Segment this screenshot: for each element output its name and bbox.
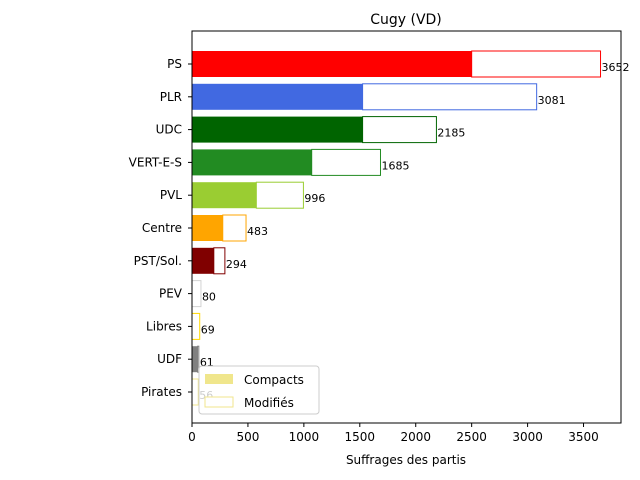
x-tick-label-2500: 2500 <box>456 430 487 444</box>
value-labels-layer: 365230812185168599648329480696156 <box>199 61 629 402</box>
category-label-plr: PLR <box>160 90 182 104</box>
x-axis-ticks: 0 500 1000 1500 2000 2500 3000 3500 <box>188 423 599 444</box>
value-label-pst-sol: 294 <box>226 258 247 271</box>
x-tick-label-0: 0 <box>188 430 196 444</box>
bar-modifies-pev <box>191 280 202 308</box>
value-label-pev: 80 <box>202 291 216 304</box>
category-label-vert-e-s: VERT-E-S <box>129 155 182 169</box>
legend-swatch-compacts <box>205 374 233 384</box>
bar-compacts-ps <box>192 51 472 77</box>
bar-modifies-pvl <box>255 181 304 209</box>
legend-label-compacts: Compacts <box>244 373 304 387</box>
category-label-pvl: PVL <box>160 188 182 202</box>
value-label-libres: 69 <box>201 323 215 336</box>
plot-frame <box>191 30 622 424</box>
x-tick-label-3000: 3000 <box>512 430 543 444</box>
x-axis-label: Suffrages des partis <box>346 453 466 467</box>
bar-modifies-plr <box>362 83 538 111</box>
x-tick-label-3500: 3500 <box>568 430 599 444</box>
bar-compacts-pst-sol <box>192 247 214 274</box>
category-label-pst-sol: PST/Sol. <box>134 254 182 268</box>
x-tick-label-2000: 2000 <box>400 430 431 444</box>
value-label-plr: 3081 <box>538 94 566 107</box>
value-label-centre: 483 <box>247 225 268 238</box>
bar-compacts-plr <box>192 83 363 110</box>
category-label-libres: Libres <box>146 319 182 333</box>
bar-compacts-udc <box>192 116 363 143</box>
chart-title: Cugy (VD) <box>370 12 442 28</box>
category-label-udc: UDC <box>156 123 182 137</box>
category-label-udf: UDF <box>157 352 182 366</box>
category-labels-layer: PS PLR UDC VERT-E-S PVL Centre PST/Sol. PEV Libr… <box>129 57 192 399</box>
bar-compacts-pvl <box>192 182 257 209</box>
bars-layer <box>191 50 602 406</box>
x-tick-label-1000: 1000 <box>289 430 320 444</box>
value-label-udc: 2185 <box>437 127 465 140</box>
bar-modifies-udc <box>362 116 437 144</box>
bar-modifies-pst-sol <box>213 247 226 275</box>
category-label-pirates: Pirates <box>141 385 182 399</box>
bar-modifies-vert-e-s <box>311 148 381 176</box>
bar-compacts-centre <box>192 215 223 241</box>
x-tick-label-500: 500 <box>236 430 259 444</box>
category-label-ps: PS <box>167 57 182 71</box>
bar-modifies-ps <box>471 50 602 78</box>
category-label-pev: PEV <box>159 287 183 301</box>
bar-modifies-pirates <box>191 378 199 406</box>
bar-modifies-centre <box>222 214 247 242</box>
x-tick-label-1500: 1500 <box>345 430 376 444</box>
legend-swatch-modifies <box>204 396 234 408</box>
bar-compacts-vert-e-s <box>192 149 312 176</box>
value-label-vert-e-s: 1685 <box>381 159 409 172</box>
legend: Compacts Modifiés <box>198 365 320 415</box>
value-label-ps: 3652 <box>602 61 630 74</box>
category-label-centre: Centre <box>142 221 182 235</box>
value-label-pvl: 996 <box>304 192 325 205</box>
legend-label-modifies: Modifiés <box>244 396 294 410</box>
bar-compacts-udf <box>192 346 198 373</box>
bar-modifies-libres <box>191 312 201 340</box>
bar-modifies-udf <box>197 345 200 373</box>
